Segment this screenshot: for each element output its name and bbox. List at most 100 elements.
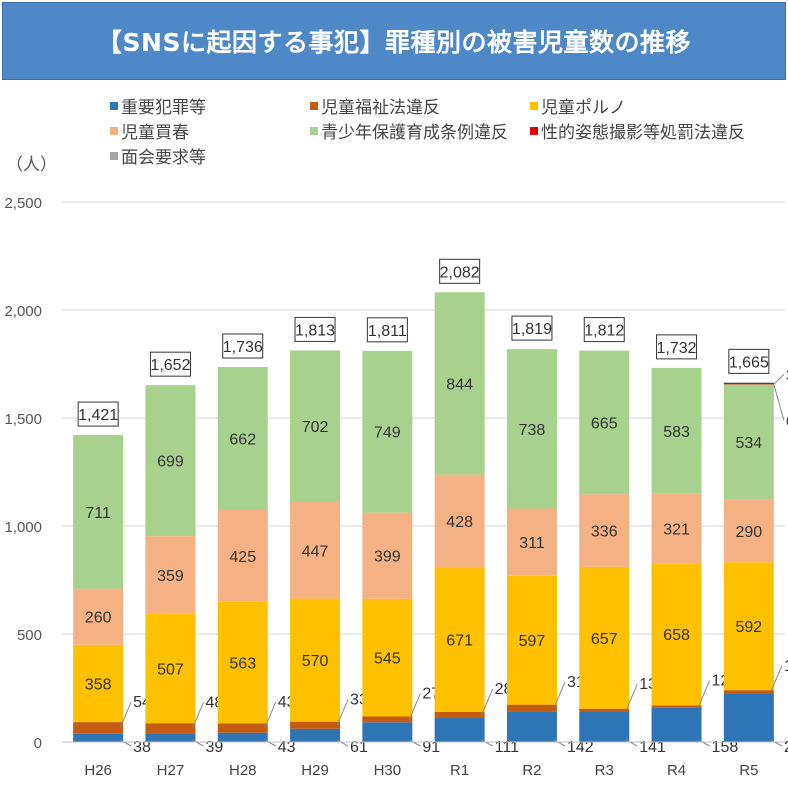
leader-line	[119, 739, 132, 747]
data-label: 507	[157, 661, 184, 678]
leader-line	[409, 739, 421, 747]
total-box	[583, 317, 625, 343]
bar-segment	[290, 728, 341, 742]
data-label: 359	[157, 568, 184, 585]
data-label: 702	[302, 419, 329, 436]
bar-segment	[434, 292, 485, 475]
bar-segment	[73, 722, 124, 734]
legend-swatch	[110, 101, 118, 110]
bar-segment	[651, 705, 702, 708]
data-label: 662	[229, 432, 256, 449]
leader-line	[481, 739, 493, 747]
bar-segment	[434, 567, 485, 712]
data-label: 290	[735, 524, 762, 541]
x-tick-label: R2	[522, 762, 541, 779]
bar-segment	[217, 723, 268, 733]
bar-segment	[579, 708, 630, 712]
bar-segment	[506, 508, 557, 576]
total-box	[728, 348, 770, 374]
data-label: 563	[229, 656, 256, 673]
bar-segment	[290, 721, 341, 729]
data-label: 749	[374, 425, 401, 442]
legend-swatch	[310, 126, 318, 135]
total-label: 1,813	[295, 322, 335, 339]
x-tick-label: R4	[667, 762, 686, 779]
data-label: 61	[350, 739, 368, 756]
bar-segment	[579, 566, 630, 709]
data-label: 657	[591, 631, 618, 648]
bar-segment	[506, 704, 557, 712]
bar-segment	[73, 644, 124, 723]
bar-segment	[723, 382, 774, 384]
data-label: 428	[446, 514, 473, 531]
data-label: 658	[663, 627, 690, 644]
bar-segment	[723, 383, 774, 385]
leader-line	[626, 739, 638, 747]
legend-swatch	[110, 151, 118, 160]
legend-item: 面会要求等	[110, 143, 206, 168]
x-tick-label: R1	[450, 762, 469, 779]
leader-line	[264, 739, 276, 747]
bar-segment	[723, 690, 774, 694]
bar-segment	[73, 435, 124, 589]
legend-swatch	[110, 126, 118, 135]
chart-title: 【SNSに起因する事犯】罪種別の被害児童数の推移	[2, 2, 786, 80]
bar-segment	[434, 474, 485, 568]
x-tick-label: H29	[301, 762, 329, 779]
bar-segment	[145, 613, 196, 724]
data-label: 358	[85, 676, 112, 693]
total-label: 1,736	[223, 339, 263, 356]
data-label: 570	[302, 653, 329, 670]
data-label: 425	[229, 549, 256, 566]
data-label: 6	[786, 413, 788, 430]
bar-segment	[506, 575, 557, 705]
bar-segment	[217, 510, 268, 602]
data-label: 534	[735, 435, 762, 452]
total-box	[149, 351, 191, 377]
legend-swatch	[530, 126, 538, 135]
x-tick-label: R3	[595, 762, 614, 779]
total-label: 2,082	[440, 264, 480, 281]
y-tick-label: 500	[17, 627, 42, 644]
total-box	[294, 316, 336, 342]
data-label: 844	[446, 376, 473, 393]
data-label: 141	[639, 739, 666, 756]
bar-segment	[290, 598, 341, 722]
bar-segment	[362, 598, 413, 717]
leader-line	[336, 739, 349, 747]
data-label: 15	[784, 658, 788, 675]
y-tick-label: 2,000	[4, 303, 42, 320]
bar-segment	[362, 512, 413, 599]
bar-segment	[651, 707, 702, 742]
legend-item: 重要犯罪等	[110, 93, 206, 118]
leader-line	[773, 374, 785, 385]
bar-segment	[145, 733, 196, 742]
bar-segment	[362, 722, 413, 742]
legend-label: 児童ポルノ	[541, 98, 626, 118]
leader-line	[770, 739, 783, 747]
data-label: 111	[495, 739, 519, 756]
total-label: 1,819	[512, 321, 552, 338]
data-label: 671	[446, 633, 473, 650]
total-label: 1,421	[78, 407, 118, 424]
legend-label: 重要犯罪等	[121, 98, 206, 118]
data-label: 38	[133, 739, 151, 756]
leader-line	[264, 701, 277, 729]
bar-segment	[723, 562, 774, 691]
leader-line	[698, 680, 711, 707]
legend-item: 青少年保護育成条例違反	[310, 118, 508, 143]
data-label: 711	[85, 505, 111, 522]
data-label: 665	[591, 415, 618, 432]
data-label: 225	[784, 739, 788, 756]
bar-segment	[506, 349, 557, 509]
data-label: 43	[278, 739, 296, 756]
bar-segment	[290, 502, 341, 599]
bar-segment	[73, 733, 124, 742]
data-label: 91	[422, 739, 440, 756]
y-axis-label: （人）	[6, 155, 57, 175]
y-tick-label: 1,000	[4, 519, 42, 536]
y-tick-label: 0	[34, 735, 42, 752]
leader-line	[625, 683, 638, 711]
data-label: 142	[567, 739, 594, 756]
